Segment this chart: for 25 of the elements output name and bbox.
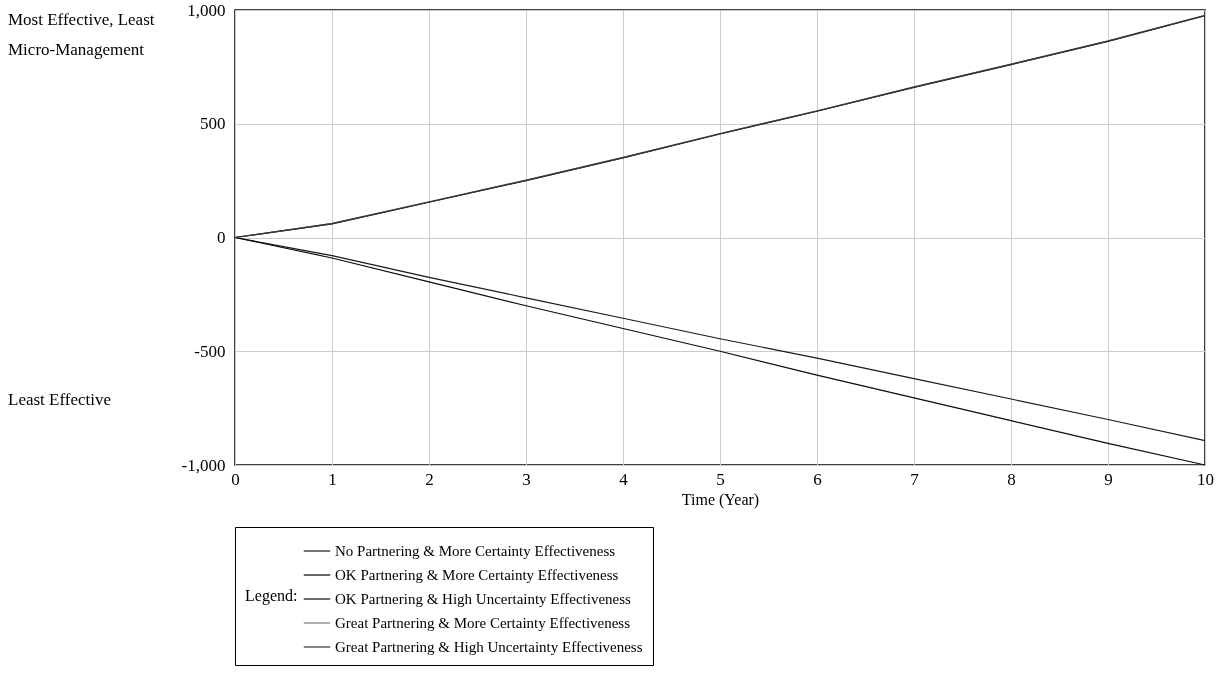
legend-title: Legend: — [245, 587, 298, 605]
x-tick-label: 8 — [1007, 469, 1016, 489]
x-tick-label: 10 — [1197, 469, 1214, 489]
x-tick-label: 4 — [619, 469, 629, 489]
text: Least Effective — [8, 389, 113, 411]
y-tick-label: -1,000 — [181, 455, 226, 475]
legend-label: OK Partnering & More Certainty Effectiveness — [335, 567, 619, 583]
legend-label: No Partnering & More Certainty Effectiveness — [335, 543, 616, 559]
x-axis-title: Time (Year) — [681, 490, 760, 509]
text: Most Effective, Least Micro-Management — [8, 10, 155, 59]
x-tick-label: 2 — [425, 469, 434, 489]
legend-label: Great Partnering & More Certainty Effectiveness — [335, 615, 631, 631]
legend-label: OK Partnering & High Uncertainty Effectiveness — [335, 591, 632, 607]
legend-label: Great Partnering & High Uncertainty Effectiveness — [335, 639, 643, 655]
x-tick-label: 3 — [522, 469, 531, 489]
x-tick-label: 6 — [813, 469, 822, 489]
x-tick-label: 5 — [716, 469, 725, 489]
x-tick-label: 1 — [328, 469, 337, 489]
x-tick-label: 7 — [910, 469, 920, 489]
y-tick-label: -500 — [194, 341, 226, 361]
y-tick-label: 0 — [217, 228, 226, 247]
x-tick-label: 0 — [231, 469, 240, 489]
y-tick-label: 1,000 — [187, 0, 226, 20]
y-tick-label: 500 — [200, 114, 226, 134]
x-tick-label: 9 — [1104, 469, 1113, 489]
